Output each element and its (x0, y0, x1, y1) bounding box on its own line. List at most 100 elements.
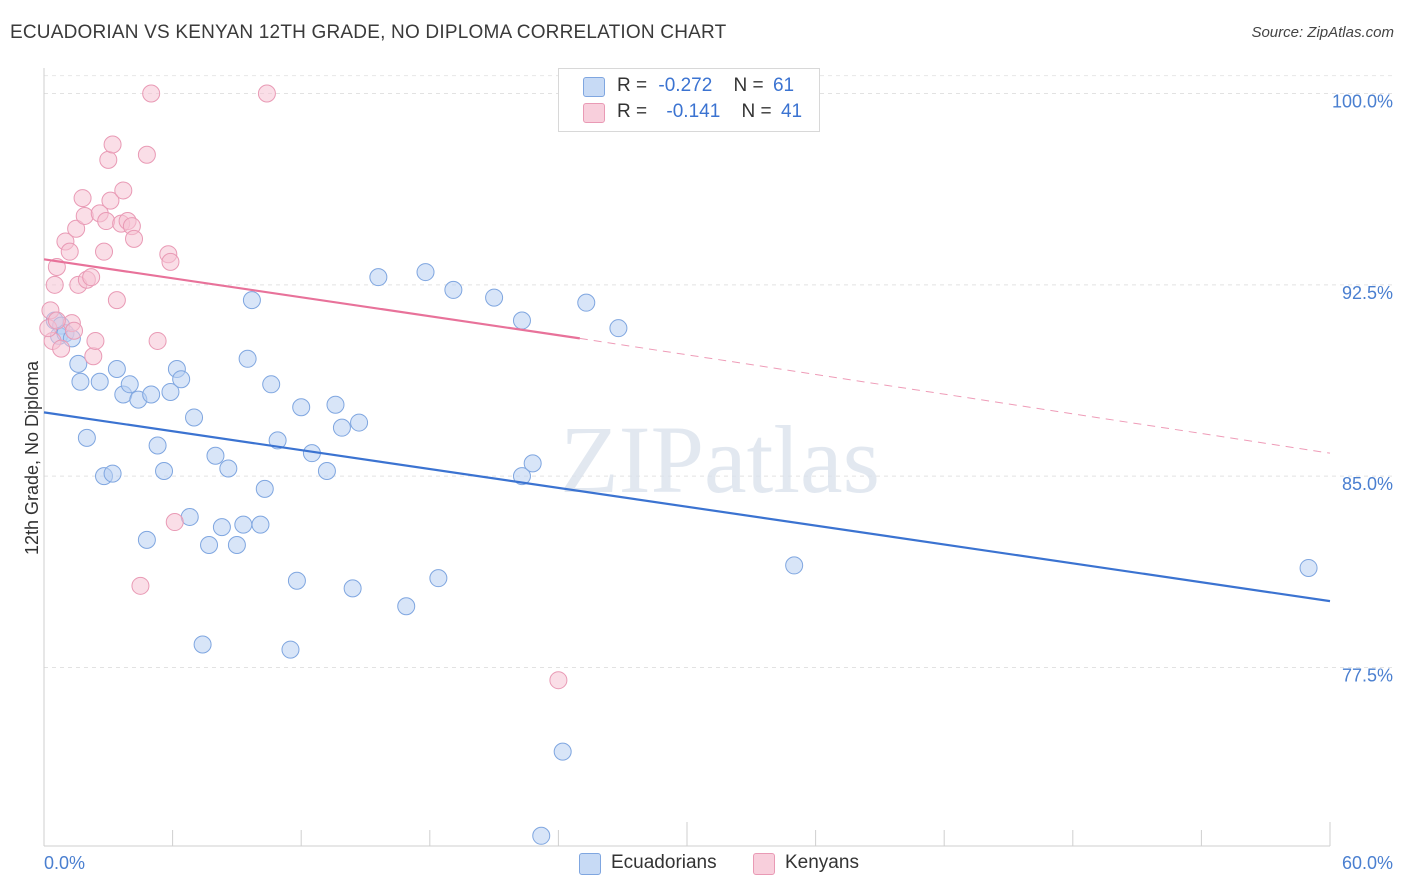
ecuadorian-point (148, 436, 167, 455)
ecuadorian-point (172, 370, 191, 389)
bottom-legend-label-ecuadorians: Ecuadorians (611, 852, 717, 873)
legend-n-value: 41 (780, 101, 803, 122)
kenyan-point (52, 339, 71, 358)
ecuadorian-point (287, 571, 306, 590)
bottom-legend-swatch-blue (579, 853, 601, 875)
ecuadorian-point (1299, 558, 1318, 577)
ecuadorian-point (161, 382, 180, 401)
kenyan-point (131, 576, 150, 595)
ecuadorian-point (292, 398, 311, 417)
kenyan-point (99, 150, 118, 169)
ecuadorian-point (69, 354, 88, 373)
chart-title: ECUADORIAN VS KENYAN 12TH GRADE, NO DIPL… (10, 22, 727, 43)
kenyan-point (75, 206, 94, 225)
kenyan-point (84, 347, 103, 366)
y-tick-label: 100.0% (1332, 92, 1393, 112)
kenyan-point (148, 331, 167, 350)
x-tick-label: 0.0% (44, 853, 85, 873)
y-tick-label: 92.5% (1342, 283, 1393, 303)
ecuadorian-point (332, 418, 351, 437)
ecuadorian-point (577, 293, 596, 312)
ecuadorian-point (219, 459, 238, 478)
ecuadorian-point (206, 446, 225, 465)
ecuadorian-point (369, 268, 388, 287)
legend-n-value: 61 (772, 75, 795, 96)
ecuadorian-point (212, 518, 231, 537)
ecuadorian-point (281, 640, 300, 659)
ecuadorian-point (120, 375, 139, 394)
kenyan-trend-line (43, 258, 580, 340)
ecuadorian-point (255, 479, 274, 498)
ecuadorian-point (238, 349, 257, 368)
ecuadorian-point (185, 408, 204, 427)
kenyan-point (45, 275, 64, 294)
ecuadorian-point (137, 530, 156, 549)
legend-n-label: N = (741, 101, 772, 122)
ecuadorian-point (397, 597, 416, 616)
ecuadorian-point (234, 515, 253, 534)
kenyan-point (103, 135, 122, 154)
grid-lines (44, 75, 1395, 668)
ecuadorian-point (90, 372, 109, 391)
trend-lines (43, 258, 1331, 603)
ecuadorian-point (142, 385, 161, 404)
ecuadorian-point (227, 536, 246, 555)
ecuadorian-point (532, 826, 551, 845)
kenyan-point (60, 242, 79, 261)
ecuadorian-point (444, 280, 463, 299)
kenyan-point (125, 229, 144, 248)
kenyan-point (549, 671, 568, 690)
ecuadorian-point (416, 263, 435, 282)
ecuadorian-point (251, 515, 270, 534)
y-tick-label: 77.5% (1342, 665, 1393, 685)
ecuadorian-point (317, 462, 336, 481)
kenyan-point (47, 311, 66, 330)
kenyan-point (257, 84, 276, 103)
bottom-legend-swatch-pink (753, 853, 775, 875)
ecuadorian-point (193, 635, 212, 654)
axes (43, 68, 1331, 847)
source-label: Source: ZipAtlas.com (1251, 24, 1394, 41)
legend-swatch-pink (583, 103, 605, 123)
ecuadorian-point (512, 311, 531, 330)
ecuadorian-point (350, 413, 369, 432)
ecuadorian-point (512, 467, 531, 486)
ecuadorian-point (155, 462, 174, 481)
kenyan-point (137, 145, 156, 164)
legend-r-value: -0.272 (658, 75, 713, 96)
watermark: ZIPatlas (560, 406, 880, 513)
ecuadorian-point (77, 428, 96, 447)
ecuadorian-trend-line (43, 411, 1331, 603)
kenyan-point (97, 212, 116, 231)
kenyan-point (114, 181, 133, 200)
ecuadorian-point (71, 372, 90, 391)
kenyan-point (86, 331, 105, 350)
y-tick-label: 85.0% (1342, 474, 1393, 494)
ecuadorian-point (268, 431, 287, 450)
ecuadorian-point (429, 569, 448, 588)
y-axis-label: 12th Grade, No Diploma (22, 360, 42, 555)
kenyan-point (65, 321, 84, 340)
kenyan-point (161, 252, 180, 271)
kenyan-point (95, 242, 114, 261)
kenyan-point (67, 219, 86, 238)
data-points (39, 84, 1318, 845)
kenyan-trend-extension (579, 337, 1331, 454)
ecuadorian-point (523, 454, 542, 473)
ecuadorian-point (103, 464, 122, 483)
ecuadorian-point (326, 395, 345, 414)
ecuadorian-point (343, 579, 362, 598)
x-tick-label: 60.0% (1342, 853, 1393, 873)
legend-r-label: R = (617, 75, 648, 96)
ecuadorian-point (553, 742, 572, 761)
ecuadorian-point (262, 375, 281, 394)
legend-n-label: N = (733, 75, 764, 96)
kenyan-point (107, 291, 126, 310)
ecuadorian-point (180, 507, 199, 526)
ecuadorian-point (242, 291, 261, 310)
kenyan-point (101, 191, 120, 210)
legend-swatch-blue (583, 77, 605, 97)
ecuadorian-point (107, 359, 126, 378)
kenyan-point (142, 84, 161, 103)
